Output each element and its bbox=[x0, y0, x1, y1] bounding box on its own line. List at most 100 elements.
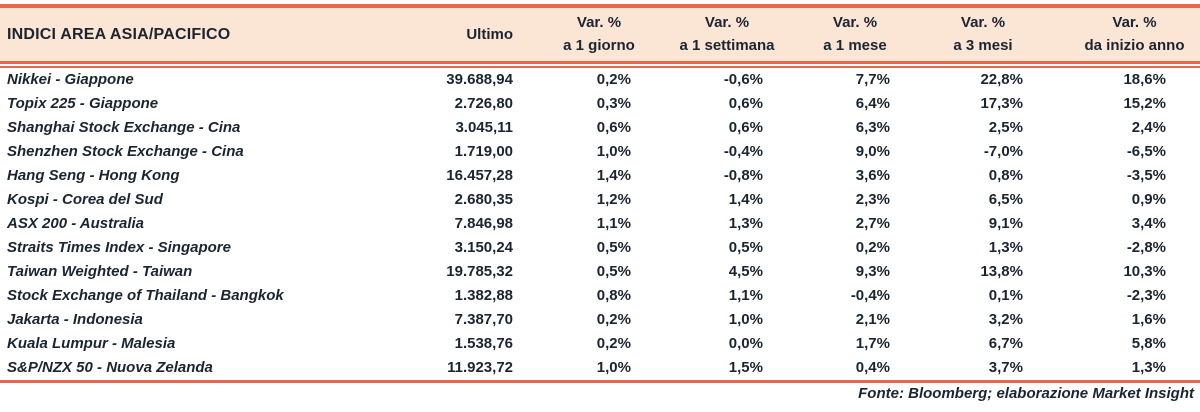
table-row: Kuala Lumpur - Malesia 1.538,76 0,2% 0,0… bbox=[0, 332, 1200, 356]
var-inizio-anno-cell: -6,5% bbox=[1126, 143, 1166, 160]
var-1-mese-cell: 7,7% bbox=[855, 71, 890, 88]
index-name-cell: Nikkei - Giappone bbox=[7, 71, 134, 88]
var-3-mesi-cell: 6,7% bbox=[988, 335, 1023, 352]
ultimo-value-cell: 1.719,00 bbox=[454, 143, 513, 160]
var-1-settimana-cell: 1,5% bbox=[663, 356, 791, 383]
var-3-mesi-cell: 3,7% bbox=[919, 356, 1047, 383]
index-name-cell: Taiwan Weighted - Taiwan bbox=[7, 263, 193, 280]
var-label: Var. % bbox=[832, 14, 878, 31]
var-1-settimana-cell: -0,4% bbox=[723, 143, 763, 160]
column-header-var-3-mesi: Var. % a 3 mesi bbox=[919, 4, 1047, 64]
var-1-mese-cell: 2,1% bbox=[855, 311, 890, 328]
var-label: Var. % bbox=[960, 14, 1006, 31]
table-row: Taiwan Weighted - Taiwan 19.785,32 0,5% … bbox=[0, 260, 1200, 284]
column-header-var-1-mese: Var. % a 1 mese bbox=[791, 4, 919, 64]
ultimo-value-cell: 1.382,88 bbox=[454, 287, 513, 304]
var-1-mese-cell: 0,4% bbox=[791, 356, 919, 383]
index-name-cell: Shanghai Stock Exchange - Cina bbox=[7, 119, 241, 136]
asia-pacific-indices-table: INDICI AREA ASIA/PACIFICO Ultimo Var. % … bbox=[0, 4, 1200, 383]
table-row: Nikkei - Giappone 39.688,94 0,2% -0,6% 7… bbox=[0, 68, 1200, 92]
period-label: da inizio anno bbox=[1084, 37, 1185, 54]
ultimo-value-cell: 19.785,32 bbox=[446, 263, 513, 280]
table-title: INDICI AREA ASIA/PACIFICO bbox=[0, 4, 410, 64]
var-1-giorno-cell: 0,2% bbox=[596, 335, 631, 352]
ultimo-value-cell: 16.457,28 bbox=[446, 167, 513, 184]
var-1-giorno-cell: 1,4% bbox=[596, 167, 631, 184]
ultimo-value-cell: 11.923,72 bbox=[410, 356, 535, 383]
var-3-mesi-cell: 22,8% bbox=[980, 71, 1023, 88]
var-1-settimana-cell: -0,6% bbox=[723, 71, 763, 88]
var-1-mese-cell: 0,2% bbox=[855, 239, 890, 256]
table-body: Nikkei - Giappone 39.688,94 0,2% -0,6% 7… bbox=[0, 68, 1200, 383]
period-label: a 1 giorno bbox=[563, 37, 635, 54]
var-3-mesi-cell: 0,1% bbox=[988, 287, 1023, 304]
var-1-mese-cell: 9,0% bbox=[855, 143, 890, 160]
table-row: Kospi - Corea del Sud 2.680,35 1,2% 1,4%… bbox=[0, 188, 1200, 212]
table-row: Shanghai Stock Exchange - Cina 3.045,11 … bbox=[0, 116, 1200, 140]
var-inizio-anno-cell: -2,3% bbox=[1126, 287, 1166, 304]
column-header-var-1-giorno: Var. % a 1 giorno bbox=[535, 4, 663, 64]
var-1-giorno-cell: 1,1% bbox=[596, 215, 631, 232]
var-1-settimana-cell: 4,5% bbox=[728, 263, 763, 280]
period-label: a 3 mesi bbox=[953, 37, 1013, 54]
ultimo-value-cell: 1.538,76 bbox=[454, 335, 513, 352]
column-header-var-inizio-anno: Var. % da inizio anno bbox=[1047, 4, 1200, 64]
table-row: Hang Seng - Hong Kong 16.457,28 1,4% -0,… bbox=[0, 164, 1200, 188]
var-1-settimana-cell: 1,0% bbox=[728, 311, 763, 328]
column-header-ultimo: Ultimo bbox=[410, 4, 535, 64]
var-1-mese-cell: 9,3% bbox=[855, 263, 890, 280]
var-1-giorno-cell: 0,5% bbox=[596, 263, 631, 280]
index-name-cell: Stock Exchange of Thailand - Bangkok bbox=[7, 287, 284, 304]
var-1-mese-cell: 2,7% bbox=[855, 215, 890, 232]
var-3-mesi-cell: 13,8% bbox=[980, 263, 1023, 280]
var-1-settimana-cell: 1,4% bbox=[728, 191, 763, 208]
var-1-giorno-cell: 0,6% bbox=[596, 119, 631, 136]
column-header-var-1-settimana: Var. % a 1 settimana bbox=[663, 4, 791, 64]
ultimo-value-cell: 3.150,24 bbox=[454, 239, 513, 256]
source-note: Fonte: Bloomberg; elaborazione Market In… bbox=[858, 385, 1194, 402]
var-3-mesi-cell: 1,3% bbox=[988, 239, 1023, 256]
table-row: Shenzhen Stock Exchange - Cina 1.719,00 … bbox=[0, 140, 1200, 164]
var-inizio-anno-cell: -2,8% bbox=[1126, 239, 1166, 256]
var-1-settimana-cell: 0,5% bbox=[728, 239, 763, 256]
var-inizio-anno-cell: 1,6% bbox=[1131, 311, 1166, 328]
var-1-giorno-cell: 0,8% bbox=[596, 287, 631, 304]
var-3-mesi-cell: 17,3% bbox=[980, 95, 1023, 112]
var-1-mese-cell: -0,4% bbox=[850, 287, 890, 304]
var-label: Var. % bbox=[704, 14, 750, 31]
var-3-mesi-cell: -7,0% bbox=[983, 143, 1023, 160]
index-name-cell: Hang Seng - Hong Kong bbox=[7, 167, 180, 184]
table-row: Topix 225 - Giappone 2.726,80 0,3% 0,6% … bbox=[0, 92, 1200, 116]
period-label: a 1 mese bbox=[823, 37, 887, 54]
index-name-cell: ASX 200 - Australia bbox=[7, 215, 144, 232]
var-1-settimana-cell: -0,8% bbox=[723, 167, 763, 184]
var-1-settimana-cell: 0,6% bbox=[728, 119, 763, 136]
table-header: INDICI AREA ASIA/PACIFICO Ultimo Var. % … bbox=[0, 4, 1200, 68]
var-1-settimana-cell: 1,1% bbox=[728, 287, 763, 304]
var-inizio-anno-cell: 1,3% bbox=[1047, 356, 1200, 383]
table-row: Jakarta - Indonesia 7.387,70 0,2% 1,0% 2… bbox=[0, 308, 1200, 332]
var-1-giorno-cell: 0,2% bbox=[596, 71, 631, 88]
var-1-settimana-cell: 0,0% bbox=[728, 335, 763, 352]
ultimo-value-cell: 2.680,35 bbox=[454, 191, 513, 208]
var-1-giorno-cell: 0,2% bbox=[596, 311, 631, 328]
ultimo-value-cell: 39.688,94 bbox=[446, 71, 513, 88]
var-inizio-anno-cell: 3,4% bbox=[1131, 215, 1166, 232]
var-inizio-anno-cell: 2,4% bbox=[1131, 119, 1166, 136]
var-3-mesi-cell: 2,5% bbox=[988, 119, 1023, 136]
index-name-cell: Topix 225 - Giappone bbox=[7, 95, 159, 112]
var-1-mese-cell: 2,3% bbox=[855, 191, 890, 208]
var-1-giorno-cell: 0,3% bbox=[596, 95, 631, 112]
var-1-giorno-cell: 1,0% bbox=[596, 143, 631, 160]
index-name-cell: Straits Times Index - Singapore bbox=[7, 239, 231, 256]
var-1-mese-cell: 6,3% bbox=[855, 119, 890, 136]
table-row: S&P/NZX 50 - Nuova Zelanda 11.923,72 1,0… bbox=[0, 356, 1200, 383]
ultimo-value-cell: 7.387,70 bbox=[454, 311, 513, 328]
var-inizio-anno-cell: -3,5% bbox=[1126, 167, 1166, 184]
period-label: a 1 settimana bbox=[679, 37, 775, 54]
index-name-cell: Jakarta - Indonesia bbox=[7, 311, 143, 328]
var-3-mesi-cell: 6,5% bbox=[988, 191, 1023, 208]
var-label: Var. % bbox=[1112, 14, 1157, 31]
var-1-settimana-cell: 1,3% bbox=[728, 215, 763, 232]
var-1-giorno-cell: 1,0% bbox=[535, 356, 663, 383]
